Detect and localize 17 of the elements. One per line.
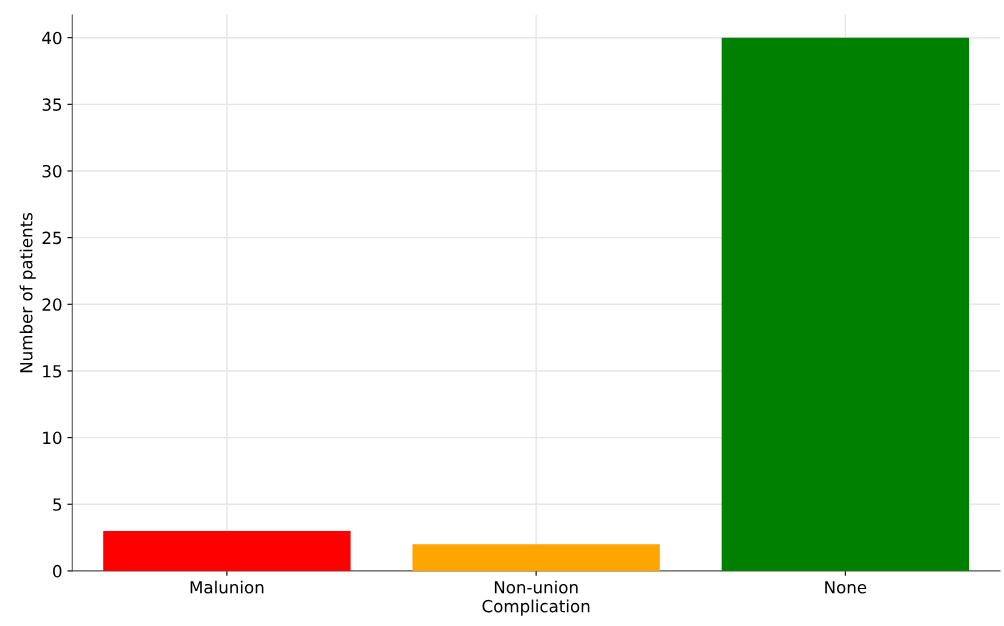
y-tick-label: 40 xyxy=(42,31,62,45)
bar xyxy=(103,530,351,571)
x-axis-title: Complication xyxy=(482,599,590,616)
bar xyxy=(721,37,970,571)
y-tick-label: 35 xyxy=(42,98,62,111)
bar xyxy=(412,544,660,571)
y-tick-label: 20 xyxy=(42,298,62,311)
y-tick-label: 5 xyxy=(53,498,62,511)
y-tick-label: 30 xyxy=(42,164,62,178)
x-tick-label: Malunion xyxy=(190,580,264,594)
y-tick-label: 25 xyxy=(42,231,62,245)
y-tick-label: 10 xyxy=(43,431,62,445)
y-tick-label: 15 xyxy=(43,365,62,378)
y-tick-label: 0 xyxy=(53,564,62,578)
x-tick-label: Non-union xyxy=(494,580,578,594)
x-tick-label: None xyxy=(825,581,867,594)
y-axis-title: Number of patients xyxy=(19,212,36,373)
